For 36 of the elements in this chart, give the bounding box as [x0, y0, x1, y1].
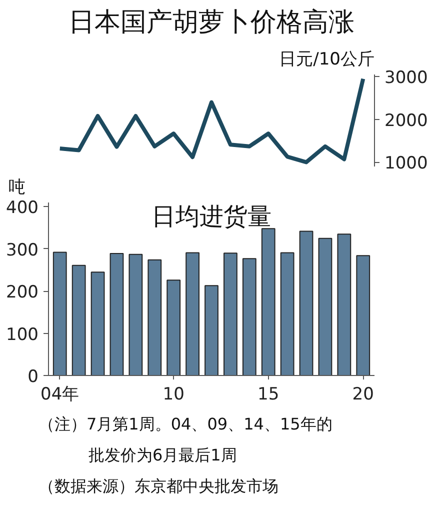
chart-title: 日均进货量 — [152, 202, 272, 230]
bar — [128, 254, 143, 376]
bar — [242, 258, 256, 376]
bar — [166, 280, 181, 376]
bar — [148, 259, 162, 376]
bar — [299, 230, 314, 376]
y-tick-label: 200 — [6, 282, 39, 303]
bar — [204, 285, 218, 376]
bar — [356, 255, 370, 376]
y-tick-label: 2000 — [384, 110, 428, 131]
x-tick-label: 15 — [258, 384, 280, 404]
bar — [261, 228, 276, 376]
line-series — [58, 76, 366, 164]
bar — [186, 252, 200, 376]
text: （数据来源）东京都中央批发市场 — [38, 476, 278, 496]
y-axis-title: 吨 — [8, 178, 26, 198]
y-tick-label: 3000 — [384, 68, 428, 88]
chart-title: 日本国产胡萝卜价格高涨 — [68, 8, 354, 38]
bar — [90, 272, 105, 376]
x-tick-label: 04年 — [40, 384, 80, 404]
y-tick-label: 0 — [28, 367, 39, 387]
x-tick-label: 20 — [352, 384, 374, 404]
y-axis-title: 日元/10公斤 — [279, 50, 374, 70]
y-tick-label: 400 — [6, 198, 39, 218]
bar — [318, 238, 332, 376]
bar — [337, 234, 352, 376]
bar — [110, 253, 124, 376]
bar — [52, 252, 67, 376]
bar — [224, 252, 238, 376]
y-tick-label: 100 — [6, 324, 39, 345]
text: （注）7月第1周。04、09、14、15年的批发价为6月最后1周 — [38, 414, 332, 464]
x-tick-label: 10 — [162, 384, 184, 404]
y-tick-label: 300 — [6, 240, 39, 260]
bar — [280, 252, 294, 376]
y-tick-label: 1000 — [384, 154, 428, 174]
bar — [72, 264, 86, 376]
